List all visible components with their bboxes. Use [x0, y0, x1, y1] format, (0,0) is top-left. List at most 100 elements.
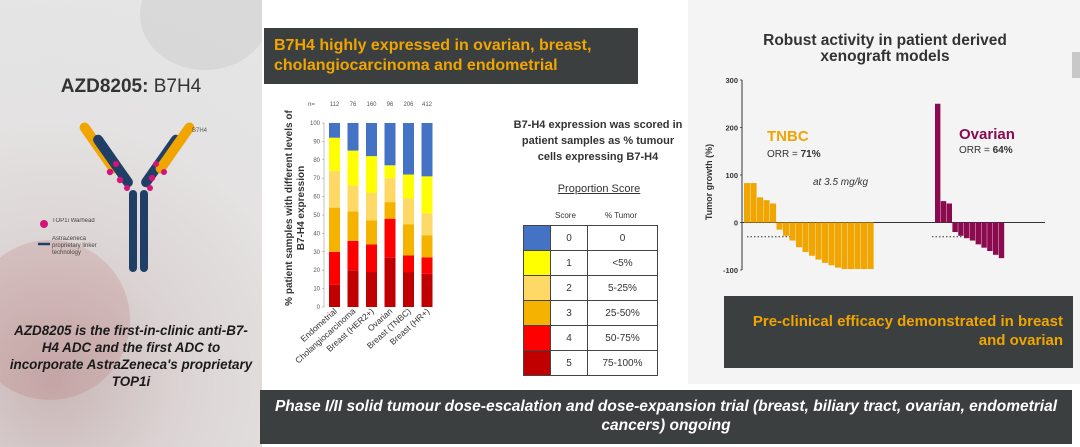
bar-segment-score-1	[366, 156, 377, 193]
ovarian-orr-value: 64%	[993, 145, 1013, 156]
tumor-column-header: % Tumor	[605, 211, 638, 220]
warhead-legend-label: TOP1i Warhead	[52, 218, 95, 224]
bar-segment-score-4	[366, 244, 377, 273]
tnbc-orr-label: ORR =	[767, 149, 801, 160]
ovarian-label: Ovarian	[959, 126, 1015, 143]
antibody-right-arm	[141, 122, 195, 188]
waterfall-bar-tnbc	[841, 222, 848, 270]
score-row: 4 50-75%	[523, 325, 658, 351]
waterfall-ytick: -100	[723, 266, 738, 275]
antibody-stem	[129, 190, 137, 272]
waterfall-bar-ovarian	[993, 222, 999, 255]
score-column-header: Score	[555, 211, 576, 220]
waterfall-bar-tnbc	[776, 222, 783, 230]
waterfall-bar-tnbc	[822, 222, 829, 263]
waterfall-bar-ovarian	[987, 222, 993, 251]
waterfall-ytick: 100	[725, 171, 738, 180]
product-title: AZD8205: B7H4	[0, 76, 262, 98]
background-blob	[0, 240, 130, 400]
adc-antibody-diagram: B7H4 TOP1i Warhead AstraZeneca proprieta…	[38, 122, 208, 272]
scrollbar-thumb[interactable]	[1072, 52, 1080, 78]
tnbc-label: TNBC	[767, 128, 809, 145]
waterfall-bar-ovarian	[958, 222, 964, 236]
bar-chart-ytick: 0	[317, 305, 321, 311]
bar-segment-score-2	[366, 192, 377, 221]
proportion-score-table: 0 0 1 <5% 2 5-25% 3 25-50% 4 50-75% 5 75-100%	[523, 225, 658, 376]
waterfall-bar-ovarian	[952, 222, 958, 232]
bar-segment-score-2	[421, 213, 433, 236]
n-value: 76	[350, 102, 357, 108]
bar-segment-score-1	[329, 137, 340, 171]
efficacy-footer: Pre-clinical efficacy demonstrated in br…	[724, 296, 1073, 368]
waterfall-bar-tnbc	[770, 203, 777, 223]
score-value: 4	[550, 325, 588, 351]
score-row: 1 <5%	[523, 250, 658, 276]
score-value: 1	[550, 250, 588, 276]
tnbc-orr: ORR = 71%	[767, 149, 821, 160]
warhead-legend-icon	[40, 220, 48, 228]
bar-segment-score-5	[403, 272, 414, 307]
waterfall-ytick: 0	[734, 219, 738, 228]
n-value: 112	[330, 102, 340, 108]
waterfall-ylabel: Tumor growth (%)	[704, 144, 714, 220]
n-value: 160	[366, 102, 377, 108]
score-value: 5	[550, 350, 588, 376]
waterfall-bar-ovarian	[935, 103, 941, 223]
waterfall-bar-tnbc	[802, 222, 809, 252]
waterfall-bar-ovarian	[998, 222, 1005, 259]
xenograft-title: Robust activity in patient derived xenog…	[763, 32, 1007, 65]
bar-chart-ytick: 80	[313, 158, 320, 164]
bar-segment-score-3	[421, 235, 433, 258]
bar-chart-ylabel: % patient samples with different levels …	[284, 110, 307, 306]
bar-segment-score-0	[366, 123, 377, 157]
waterfall-bar-tnbc	[750, 183, 757, 223]
n-value: 206	[403, 102, 414, 108]
trial-status-banner: Phase I/II solid tumour dose-escalation …	[260, 390, 1072, 444]
score-color-swatch	[523, 275, 551, 301]
expression-header: B7H4 highly expressed in ovarian, breast…	[264, 28, 638, 84]
bar-segment-score-5	[347, 270, 359, 307]
bar-segment-score-0	[403, 123, 414, 175]
n-label: n=	[308, 102, 315, 108]
bar-segment-score-1	[347, 150, 359, 186]
bar-segment-score-4	[329, 251, 340, 285]
bar-chart-ytick: 60	[313, 195, 320, 201]
waterfall-bar-tnbc	[783, 222, 790, 236]
product-target: B7H4	[148, 76, 202, 97]
bar-segment-score-4	[421, 257, 433, 274]
bar-segment-score-1	[421, 176, 433, 214]
bar-chart-ytick: 30	[313, 250, 320, 256]
scoring-description: B7-H4 expression was scored in patient s…	[513, 119, 683, 163]
waterfall-bar-ovarian	[969, 222, 976, 241]
bar-chart-ytick: 50	[313, 213, 320, 219]
bar-segment-score-5	[329, 284, 340, 307]
proportion-score-title: Proportion Score	[557, 183, 641, 195]
diagram-target-label: B7H4	[192, 128, 208, 134]
tumor-percent-value: 50-75%	[587, 325, 658, 351]
b7h4-expression-chart: % patient samples with different levels …	[284, 102, 433, 365]
antibody-left-arm	[79, 122, 133, 188]
ovarian-orr: ORR = 64%	[959, 145, 1013, 156]
score-row: 2 5-25%	[523, 275, 658, 301]
bar-segment-score-3	[347, 211, 359, 241]
waterfall-bar-tnbc	[848, 222, 855, 270]
waterfall-bar-tnbc	[789, 222, 796, 241]
bar-chart-ytick: 70	[313, 176, 320, 182]
tumor-percent-value: <5%	[587, 250, 658, 276]
waterfall-bar-tnbc	[867, 222, 874, 270]
waterfall-bar-tnbc	[796, 222, 803, 248]
bar-chart-ytick: 20	[313, 268, 320, 274]
score-value: 2	[550, 275, 588, 301]
score-value: 3	[550, 300, 588, 326]
bar-chart-ytick: 40	[313, 231, 320, 237]
tumor-growth-waterfall-chart: Tumor growth (%) -100 0 100 200 300 TNBC ORR = …	[704, 76, 1045, 275]
n-value: 96	[387, 102, 394, 108]
bar-segment-score-3	[329, 207, 340, 252]
bar-segment-score-4	[384, 218, 396, 258]
tumor-percent-value: 75-100%	[587, 350, 658, 376]
score-color-swatch	[523, 300, 551, 326]
linker-legend-label: AstraZeneca proprietary linker technolog…	[52, 236, 97, 256]
product-description: AZD8205 is the first-in-clinic anti-B7-H…	[9, 323, 253, 389]
dose-note: at 3.5 mg/kg	[813, 177, 868, 188]
bar-chart-ytick: 90	[313, 139, 320, 145]
